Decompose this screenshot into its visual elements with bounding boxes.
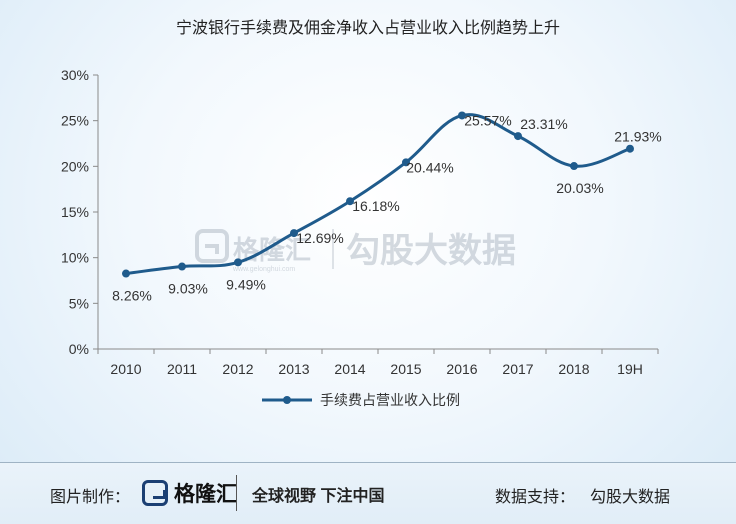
x-tick-label: 19H <box>617 361 643 377</box>
x-tick-label: 2011 <box>167 361 197 377</box>
y-tick-label: 5% <box>69 295 89 311</box>
data-point <box>178 262 186 271</box>
footer: 图片制作： 格隆汇 全球视野 下注中国 数据支持： 勾股大数据 <box>0 462 736 524</box>
footer-divider <box>236 475 237 511</box>
made-by-label: 图片制作： <box>50 489 131 506</box>
x-tick-label: 2014 <box>334 361 365 377</box>
x-tick-label: 2018 <box>558 361 589 377</box>
data-point <box>458 111 466 120</box>
data-label: 25.57% <box>464 112 511 128</box>
y-tick-label: 25% <box>61 113 89 129</box>
brand-name: 格隆汇 <box>174 483 237 506</box>
plot-area: 8.26% 9.03% 9.49% 12.69% 16.18% 20.44% 25.57% 2… <box>112 111 662 304</box>
x-tick-label: 2015 <box>390 361 421 377</box>
support-label: 数据支持： <box>495 489 576 506</box>
x-tick-label: 2017 <box>502 361 533 377</box>
data-label: 21.93% <box>614 129 661 145</box>
watermark: 格隆汇 www.gelonghui.com 勾股大数据 <box>195 229 516 273</box>
y-tick-label: 20% <box>61 158 89 174</box>
chart-title: 宁波银行手续费及佣金净收入占营业收入比例趋势上升 <box>176 19 560 37</box>
series-line <box>125 113 631 276</box>
data-point <box>234 258 242 267</box>
slogan: 全球视野 下注中国 <box>252 488 385 505</box>
data-label: 12.69% <box>296 230 343 246</box>
data-point <box>346 197 354 206</box>
data-label: 23.31% <box>520 116 567 132</box>
watermark-url: www.gelonghui.com <box>232 266 295 273</box>
axes: 0% 5% 10% 15% 20% 25% 30% 2010 2011 2012 2013 2014 2… <box>61 67 659 377</box>
brand-logo-icon <box>142 480 168 506</box>
x-tick-label: 2010 <box>110 361 141 377</box>
data-point <box>290 229 298 238</box>
y-tick-label: 0% <box>69 341 89 357</box>
y-tick-label: 30% <box>61 67 89 83</box>
legend: 手续费占营业收入比例 <box>262 392 460 408</box>
watermark-logo-mark <box>205 244 219 254</box>
data-point <box>514 132 522 141</box>
y-tick-label: 10% <box>61 250 89 266</box>
data-point <box>570 162 578 171</box>
x-tick-label: 2013 <box>278 361 309 377</box>
data-point <box>402 158 410 167</box>
x-tick-label: 2012 <box>222 361 253 377</box>
data-label: 16.18% <box>352 198 399 214</box>
watermark-name: 勾股大数据 <box>346 232 516 270</box>
chart: 宁波银行手续费及佣金净收入占营业收入比例趋势上升 格隆汇 www.gelongh… <box>61 19 662 408</box>
data-label: 9.03% <box>168 281 208 297</box>
support-name: 勾股大数据 <box>590 489 671 506</box>
y-tick-label: 15% <box>61 204 89 220</box>
watermark-logo-icon <box>195 229 229 263</box>
data-label: 20.44% <box>406 159 453 175</box>
data-label: 9.49% <box>226 276 266 292</box>
legend-label: 手续费占营业收入比例 <box>320 392 460 408</box>
data-label: 20.03% <box>556 180 603 196</box>
data-point <box>122 269 130 278</box>
data-point <box>626 144 634 153</box>
x-tick-label: 2016 <box>446 361 477 377</box>
brand-logo: 格隆汇 <box>142 478 237 508</box>
data-label: 8.26% <box>112 288 152 304</box>
legend-marker <box>283 396 291 404</box>
